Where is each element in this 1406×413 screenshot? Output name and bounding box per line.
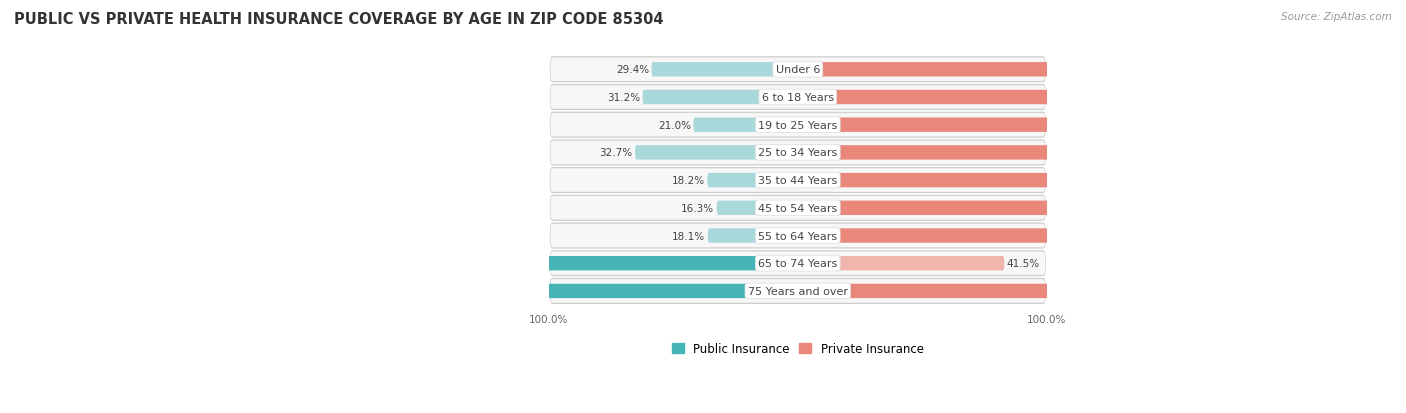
Text: 75 Years and over: 75 Years and over [748,286,848,296]
FancyBboxPatch shape [550,224,1045,247]
Text: 19 to 25 Years: 19 to 25 Years [758,121,838,131]
FancyBboxPatch shape [550,168,1045,193]
FancyBboxPatch shape [550,196,1045,221]
Text: 25 to 34 Years: 25 to 34 Years [758,148,838,158]
Text: 31.2%: 31.2% [607,93,640,103]
Text: 6 to 18 Years: 6 to 18 Years [762,93,834,103]
Text: 29.4%: 29.4% [616,65,650,75]
FancyBboxPatch shape [550,279,1045,304]
FancyBboxPatch shape [550,113,1045,138]
Text: 21.0%: 21.0% [658,121,690,131]
FancyBboxPatch shape [797,63,1109,77]
FancyBboxPatch shape [797,201,1208,216]
Text: 74.5%: 74.5% [1128,121,1164,131]
FancyBboxPatch shape [550,86,1045,109]
FancyBboxPatch shape [693,118,797,133]
FancyBboxPatch shape [550,169,1045,192]
Text: 18.1%: 18.1% [672,231,706,241]
FancyBboxPatch shape [550,58,1045,83]
FancyBboxPatch shape [550,140,1045,166]
FancyBboxPatch shape [550,252,1045,275]
Legend: Public Insurance, Private Insurance: Public Insurance, Private Insurance [668,337,928,360]
Text: 16.3%: 16.3% [681,203,714,213]
FancyBboxPatch shape [717,201,797,216]
FancyBboxPatch shape [299,284,797,299]
Text: 82.6%: 82.6% [1168,231,1204,241]
FancyBboxPatch shape [797,90,1108,105]
Text: 63.5%: 63.5% [1073,148,1109,158]
FancyBboxPatch shape [550,223,1045,248]
FancyBboxPatch shape [550,251,1045,276]
FancyBboxPatch shape [707,173,797,188]
FancyBboxPatch shape [707,229,797,243]
Text: 62.3%: 62.3% [1067,93,1102,103]
Text: 95.7%: 95.7% [326,259,363,268]
FancyBboxPatch shape [636,146,797,160]
FancyBboxPatch shape [797,284,1095,299]
FancyBboxPatch shape [550,59,1045,82]
FancyBboxPatch shape [797,229,1209,243]
Text: 62.5%: 62.5% [1067,65,1104,75]
FancyBboxPatch shape [550,141,1045,165]
Text: 41.5%: 41.5% [1007,259,1040,268]
FancyBboxPatch shape [550,280,1045,303]
Text: Under 6: Under 6 [776,65,820,75]
FancyBboxPatch shape [797,146,1114,160]
Text: 82.3%: 82.3% [1166,203,1202,213]
Text: 65 to 74 Years: 65 to 74 Years [758,259,838,268]
Text: 32.7%: 32.7% [599,148,633,158]
FancyBboxPatch shape [651,63,797,77]
Text: 18.2%: 18.2% [672,176,704,186]
FancyBboxPatch shape [797,173,1153,188]
FancyBboxPatch shape [643,90,797,105]
FancyBboxPatch shape [550,114,1045,137]
Text: 100.0%: 100.0% [305,286,349,296]
FancyBboxPatch shape [797,118,1168,133]
Text: 45 to 54 Years: 45 to 54 Years [758,203,838,213]
Text: 71.4%: 71.4% [1112,176,1149,186]
FancyBboxPatch shape [322,256,797,271]
FancyBboxPatch shape [797,256,1004,271]
Text: 55 to 64 Years: 55 to 64 Years [758,231,838,241]
FancyBboxPatch shape [550,85,1045,110]
Text: Source: ZipAtlas.com: Source: ZipAtlas.com [1281,12,1392,22]
Text: 35 to 44 Years: 35 to 44 Years [758,176,838,186]
Text: 59.9%: 59.9% [1054,286,1091,296]
FancyBboxPatch shape [550,197,1045,220]
Text: PUBLIC VS PRIVATE HEALTH INSURANCE COVERAGE BY AGE IN ZIP CODE 85304: PUBLIC VS PRIVATE HEALTH INSURANCE COVER… [14,12,664,27]
